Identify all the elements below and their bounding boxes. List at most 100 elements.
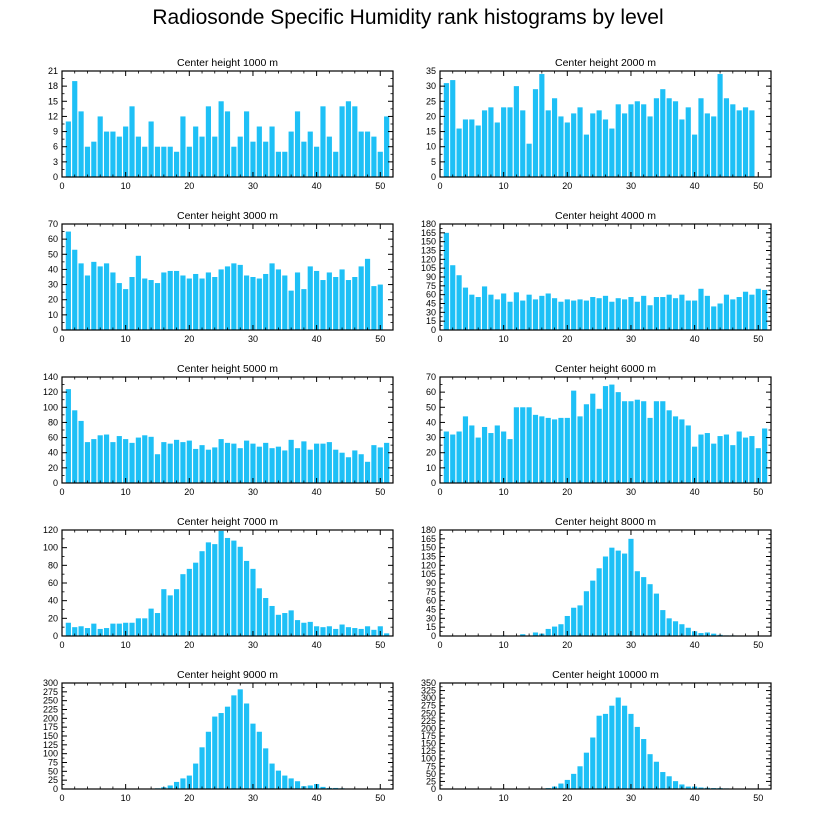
x-tick-label: 40 [312,334,322,344]
histogram-bar [263,598,269,636]
y-tick-label: 21 [48,66,58,76]
histogram-bar [358,454,364,483]
histogram-bar [307,785,313,789]
histogram-bar [602,386,609,483]
y-tick-label: 50 [48,249,58,259]
histogram-bar [558,116,564,177]
histogram-bar [577,416,583,483]
y-tick-label: 0 [53,478,58,488]
histogram-bar [450,80,456,177]
y-tick-label: 20 [48,613,58,623]
histogram-bar [218,530,224,636]
histogram-bar [345,280,352,330]
histogram-bar [250,277,256,330]
histogram-bar [333,277,339,330]
y-tick-label: 25 [48,775,58,785]
histogram-bar [615,104,621,177]
x-tick-label: 20 [184,793,194,803]
histogram-bar [193,448,199,483]
histogram-panel: Center height 4000 m0 10 20 30 40 50015304560… [421,210,772,344]
histogram-bar [326,136,332,177]
histogram-bar [583,752,589,789]
histogram-bar [583,404,589,483]
histogram-bar [698,98,704,177]
histogram-bar [142,278,148,330]
histogram-bar [660,772,666,789]
histogram-bar [526,294,532,330]
histogram-bar [602,119,609,177]
y-tick-label: 35 [426,66,436,76]
histogram-bar [294,111,301,177]
histogram-bar [450,434,456,483]
histogram-bar [142,618,148,636]
histogram-bar [72,410,78,483]
histogram-panel: Center height 2000 m 0 10 20 30 40 50 0 5 10 15 20 2… [426,57,772,191]
histogram-bar [326,272,332,330]
y-tick-label: 180 [421,219,436,229]
histogram-bar [275,446,282,483]
y-tick-label: 12 [48,111,58,121]
histogram-bar [352,106,358,177]
histogram-bar [672,621,679,636]
histogram-bar [596,568,602,636]
x-tick-label: 50 [753,793,763,803]
x-tick-label: 50 [375,487,385,497]
histogram-bar [282,151,288,177]
histogram-bar [84,146,91,177]
histogram-bar [180,442,186,483]
histogram-bar [564,299,570,330]
y-tick-label: 45 [426,605,436,615]
panel-title: Center height 2000 m [555,57,656,69]
histogram-bar [154,613,161,636]
histogram-bar [326,442,332,483]
x-tick-label: 30 [626,181,636,191]
histogram-bar [730,445,736,483]
histogram-bar [231,443,237,483]
histogram-bar [488,107,494,177]
y-tick-label: 15 [426,127,436,137]
histogram-bar [384,633,390,636]
histogram-bar [244,560,250,636]
histogram-bar [135,255,141,330]
histogram-bar [91,439,97,483]
y-tick-label: 225 [421,716,436,726]
histogram-bar [571,607,577,636]
histogram-bar [103,628,110,636]
histogram-bar [116,283,122,330]
histogram-bar [148,280,154,330]
histogram-bar [481,286,488,330]
histogram-bar [609,128,615,177]
y-tick-label: 40 [426,417,436,427]
histogram-bar [78,263,84,330]
y-tick-label: 0 [53,325,58,335]
histogram-bar [615,392,621,483]
histogram-bar [135,136,141,177]
histogram-bar [231,146,237,177]
panel-title: Center height 10000 m [552,669,659,681]
histogram-bar [384,442,390,483]
histogram-bar [571,300,577,330]
histogram-bar [762,428,768,483]
histogram-bar [212,447,218,483]
x-tick-label: 0 [59,487,64,497]
histogram-bar [345,627,352,636]
histogram-bar [755,288,761,330]
y-tick-label: 30 [426,81,436,91]
histogram-bar [679,119,685,177]
histogram-bar [641,401,647,483]
histogram-bar [97,266,103,330]
y-tick-label: 75 [426,281,436,291]
histogram-bar [339,624,345,636]
histogram-bar [161,146,167,177]
histogram-bar [596,408,602,483]
y-tick-label: 90 [426,272,436,282]
histogram-bar [634,726,640,789]
histogram-bar [212,136,218,177]
histogram-bar [250,568,256,636]
histogram-bar [371,445,377,483]
histogram-bar [545,417,551,483]
histogram-bar [110,442,116,483]
histogram-bar [65,389,71,483]
histogram-bar [456,128,462,177]
histogram-bar [609,547,615,636]
